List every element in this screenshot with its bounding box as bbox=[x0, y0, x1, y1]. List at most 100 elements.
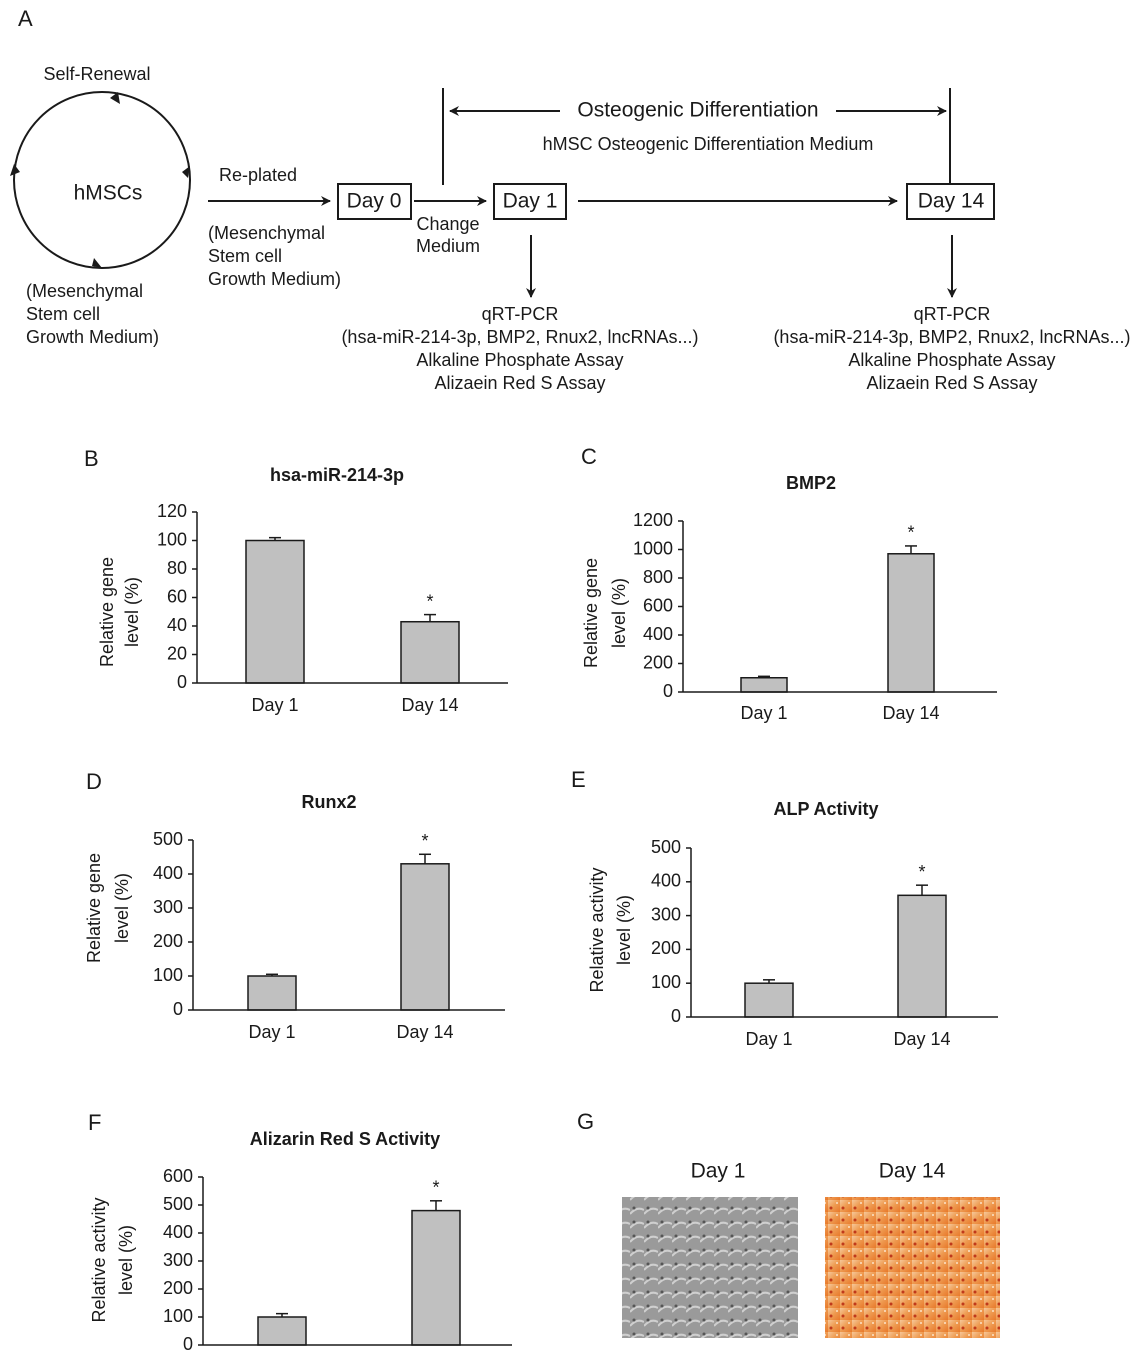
y-tick-label: 200 bbox=[651, 938, 681, 958]
y-axis-label: level (%) bbox=[614, 895, 634, 965]
y-axis-label: Relative gene bbox=[97, 557, 117, 667]
significance: * bbox=[421, 831, 428, 851]
bar bbox=[898, 895, 946, 1017]
label: (hsa-miR-214-3p, BMP2, Rnux2, lncRNAs...… bbox=[773, 327, 1130, 347]
bar bbox=[412, 1211, 460, 1345]
y-tick-label: 400 bbox=[651, 871, 681, 891]
label: Medium bbox=[416, 236, 480, 256]
y-axis-label: level (%) bbox=[116, 1225, 136, 1295]
label: Growth Medium) bbox=[26, 327, 159, 347]
bar bbox=[745, 983, 793, 1017]
chart-title: Runx2 bbox=[301, 792, 356, 812]
significance: * bbox=[907, 523, 914, 543]
y-tick-label: 400 bbox=[163, 1222, 193, 1242]
figure: A Self-Renewal hMSCs (Mesenchymal Stem c… bbox=[0, 0, 1148, 1351]
label: Day 14 bbox=[918, 190, 985, 213]
y-tick-label: 0 bbox=[173, 999, 183, 1019]
bar bbox=[888, 554, 934, 692]
y-axis-label: level (%) bbox=[609, 578, 629, 648]
label: hMSC Osteogenic Differentiation Medium bbox=[543, 134, 874, 154]
y-tick-label: 1200 bbox=[633, 510, 673, 530]
y-tick-label: 0 bbox=[671, 1006, 681, 1026]
label: Osteogenic Differentiation bbox=[577, 99, 818, 122]
y-tick-label: 0 bbox=[183, 1334, 193, 1351]
chart-title: BMP2 bbox=[786, 473, 836, 493]
label: qRT-PCR bbox=[482, 304, 559, 324]
y-tick-label: 40 bbox=[167, 615, 187, 635]
chart-title: Alizarin Red S Activity bbox=[250, 1129, 440, 1149]
label: Stem cell bbox=[208, 246, 282, 266]
y-tick-label: 100 bbox=[163, 1306, 193, 1326]
label: qRT-PCR bbox=[914, 304, 991, 324]
bar bbox=[401, 864, 449, 1010]
label: Self-Renewal bbox=[43, 64, 150, 84]
significance: * bbox=[918, 862, 925, 882]
label: Re-plated bbox=[219, 165, 297, 185]
panel-label: G bbox=[577, 1109, 594, 1134]
y-tick-label: 400 bbox=[153, 863, 183, 883]
label: Alizaein Red S Assay bbox=[434, 373, 605, 393]
micrographs: G Day 1 Day 14 bbox=[577, 1109, 1000, 1338]
y-tick-label: 120 bbox=[157, 501, 187, 521]
label: Alkaline Phosphate Assay bbox=[848, 350, 1055, 370]
panel-label: E bbox=[571, 767, 586, 792]
label: Change bbox=[416, 214, 479, 234]
y-tick-label: 20 bbox=[167, 643, 187, 663]
bar bbox=[741, 678, 787, 692]
x-tick-label: Day 14 bbox=[882, 703, 939, 723]
bar bbox=[248, 976, 296, 1010]
y-tick-label: 60 bbox=[167, 586, 187, 606]
y-axis-label: Relative gene bbox=[581, 558, 601, 668]
bar-chart: E ALP Activity Relative activity level (%) D… bbox=[571, 767, 998, 1049]
panel-label: B bbox=[84, 446, 99, 471]
panel-label: A bbox=[18, 6, 33, 31]
chart-title: ALP Activity bbox=[773, 799, 878, 819]
label: Stem cell bbox=[26, 304, 100, 324]
micrograph bbox=[622, 1197, 798, 1338]
y-axis-label: level (%) bbox=[122, 577, 142, 647]
label: (hsa-miR-214-3p, BMP2, Rnux2, lncRNAs...… bbox=[341, 327, 698, 347]
y-tick-label: 500 bbox=[651, 837, 681, 857]
y-tick-label: 500 bbox=[163, 1194, 193, 1214]
y-axis-label: Relative activity bbox=[89, 1197, 109, 1322]
panel-label: D bbox=[86, 769, 102, 794]
bar bbox=[258, 1317, 306, 1345]
y-tick-label: 200 bbox=[153, 931, 183, 951]
label: Day 0 bbox=[347, 190, 402, 213]
y-tick-label: 0 bbox=[177, 672, 187, 692]
y-tick-label: 200 bbox=[643, 652, 673, 672]
y-tick-label: 100 bbox=[157, 529, 187, 549]
significance: * bbox=[432, 1178, 439, 1198]
y-tick-label: 600 bbox=[643, 595, 673, 615]
x-tick-label: Day 14 bbox=[893, 1029, 950, 1049]
label: (Mesenchymal bbox=[26, 281, 143, 301]
y-axis-label: Relative activity bbox=[587, 867, 607, 992]
y-tick-label: 1000 bbox=[633, 538, 673, 558]
y-tick-label: 600 bbox=[163, 1166, 193, 1186]
diagram: A Self-Renewal hMSCs (Mesenchymal Stem c… bbox=[10, 6, 1131, 393]
x-tick-label: Day 14 bbox=[401, 695, 458, 715]
x-tick-label: Day 1 bbox=[251, 695, 298, 715]
y-tick-label: 100 bbox=[651, 972, 681, 992]
x-tick-label: Day 1 bbox=[248, 1022, 295, 1042]
cycle-arrows bbox=[10, 92, 190, 268]
bar bbox=[246, 541, 304, 684]
x-tick-label: Day 1 bbox=[740, 703, 787, 723]
label: hMSCs bbox=[74, 182, 143, 205]
label: Alizaein Red S Assay bbox=[866, 373, 1037, 393]
y-tick-label: 100 bbox=[153, 965, 183, 985]
x-tick-label: Day 1 bbox=[745, 1029, 792, 1049]
bar bbox=[401, 622, 459, 683]
significance: * bbox=[426, 591, 433, 611]
y-axis-label: Relative gene bbox=[84, 853, 104, 963]
panel-label: C bbox=[581, 444, 597, 469]
y-tick-label: 300 bbox=[651, 904, 681, 924]
chart-title: hsa-miR-214-3p bbox=[270, 465, 404, 485]
y-tick-label: 80 bbox=[167, 558, 187, 578]
y-tick-label: 500 bbox=[153, 829, 183, 849]
label: (Mesenchymal bbox=[208, 223, 325, 243]
y-tick-label: 200 bbox=[163, 1278, 193, 1298]
